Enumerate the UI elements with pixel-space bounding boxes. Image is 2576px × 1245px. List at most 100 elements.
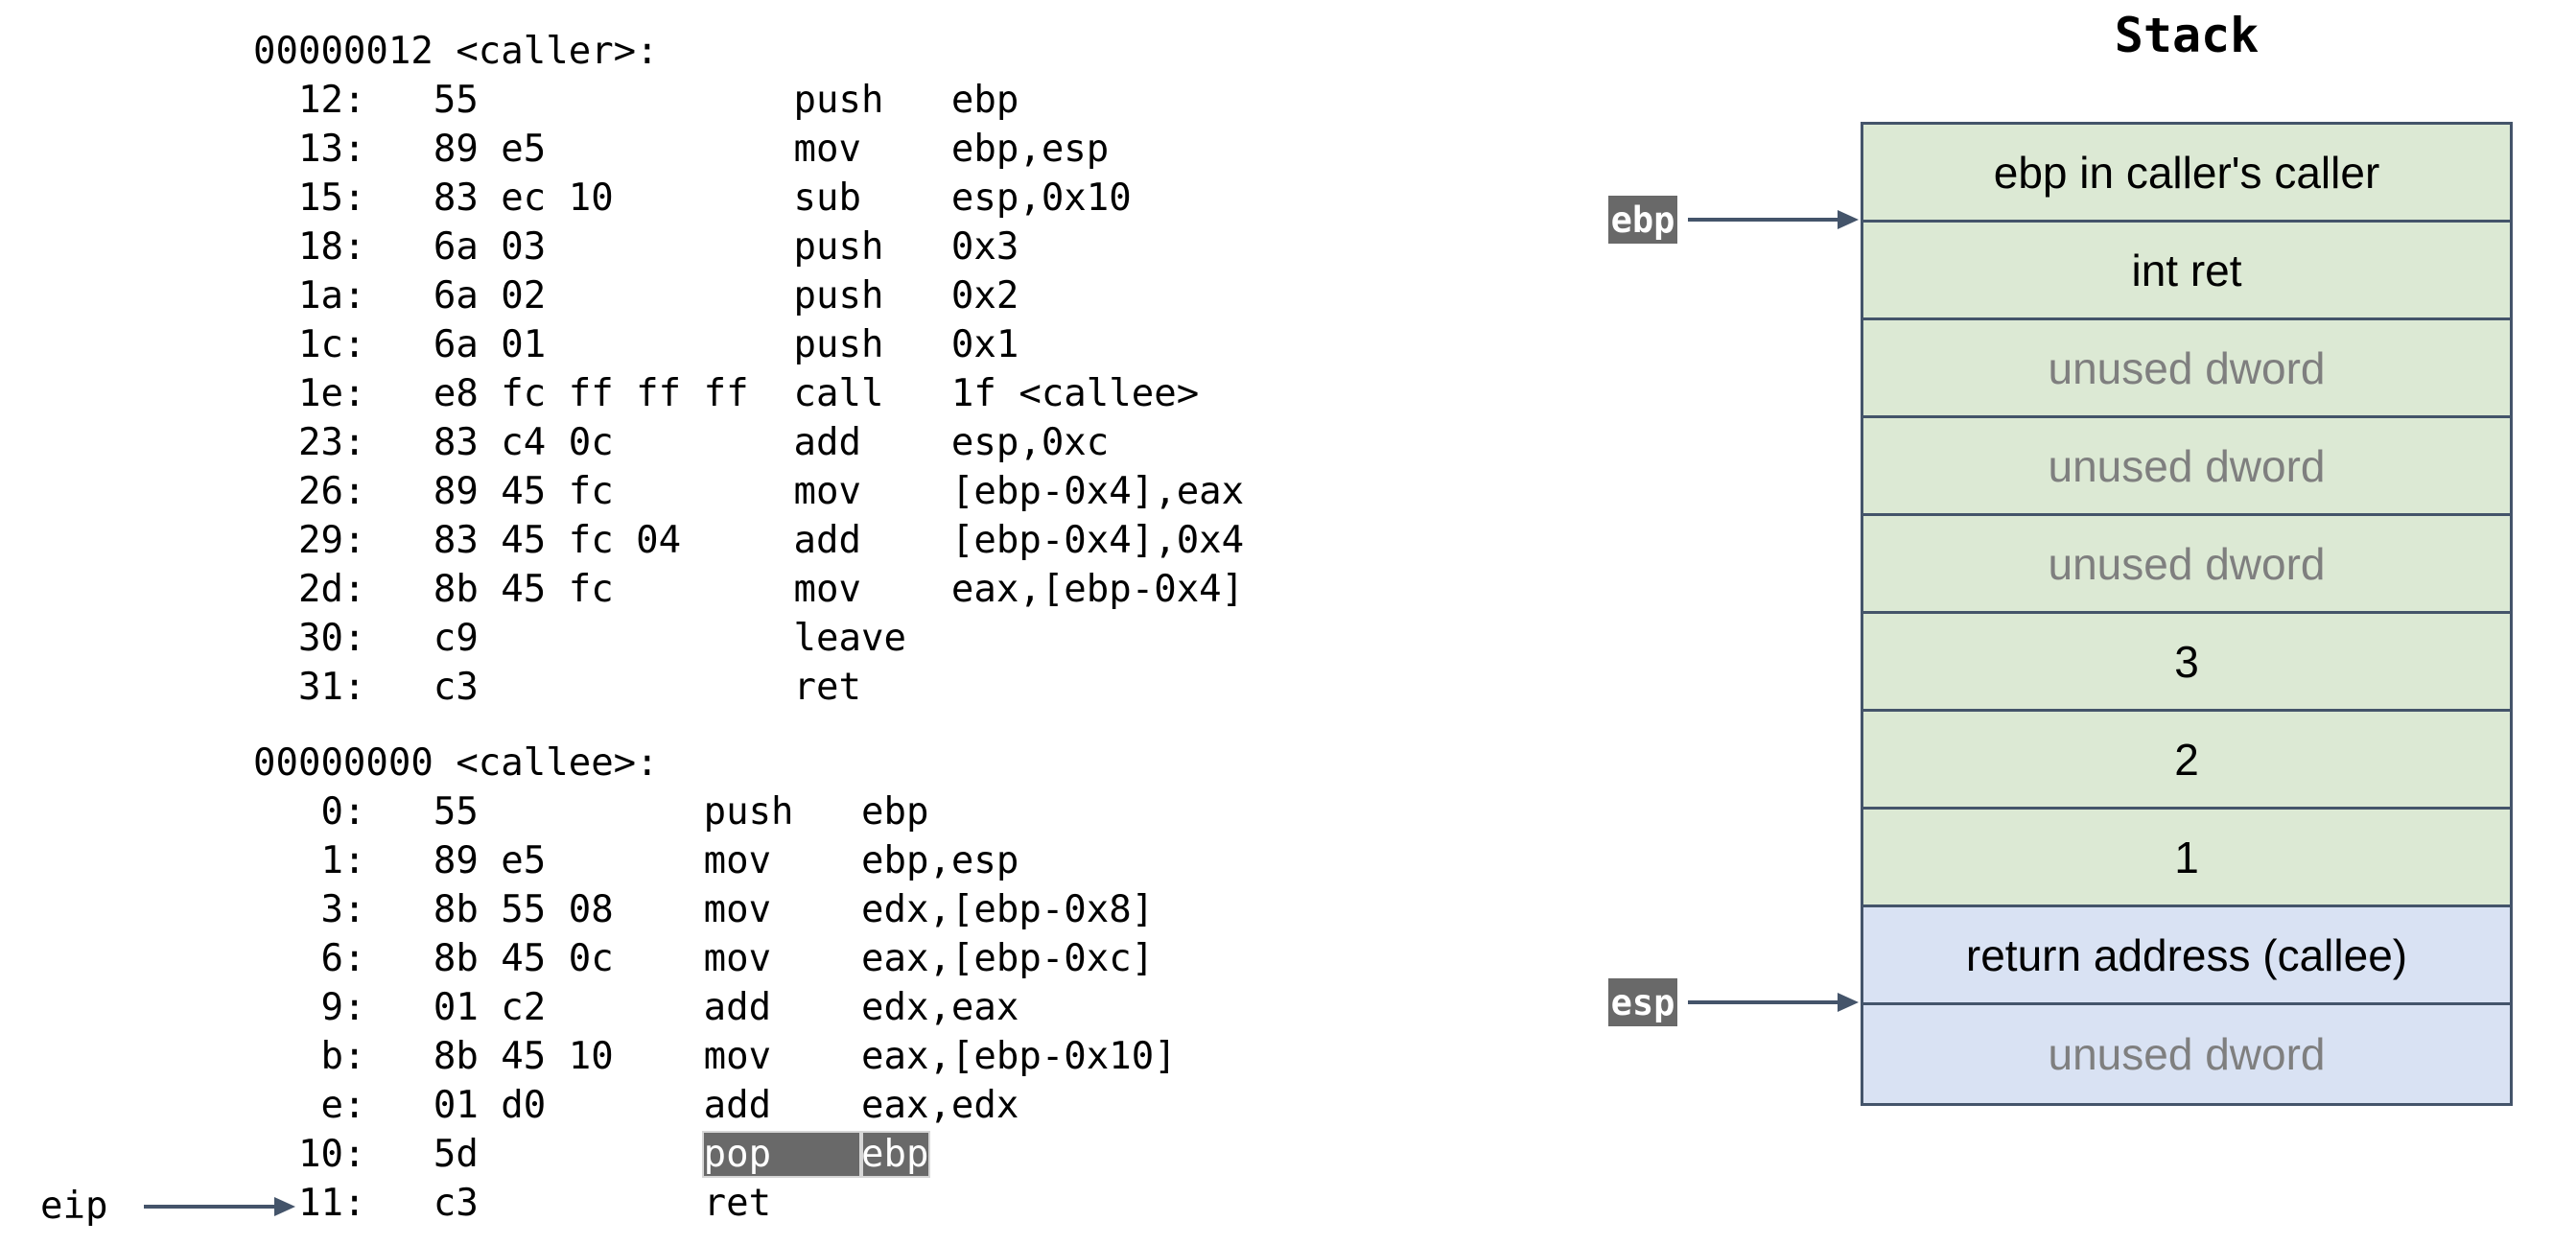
asm-mnemonic: push	[793, 225, 951, 269]
asm-instruction: 11: c3 ret	[253, 1179, 1177, 1228]
asm-mnemonic: leave	[793, 617, 906, 660]
function-header: 00000012 <caller>:	[253, 30, 659, 73]
stack-cell: unused dword	[1863, 418, 2510, 516]
asm-instruction: 1: 89 e5 mov ebp,esp	[253, 836, 1177, 885]
asm-instruction: 1e: e8 fc ff ff ff call 1f <callee>	[253, 369, 1244, 418]
asm-address-and-bytes: 6: 8b 45 0c	[253, 937, 704, 980]
function-header: 00000000 <callee>:	[253, 741, 659, 785]
asm-mnemonic: add	[703, 986, 861, 1029]
asm-instruction: 0: 55 push ebp	[253, 787, 1177, 836]
asm-mnemonic: mov	[703, 937, 861, 980]
asm-instruction: 12: 55 push ebp	[253, 76, 1244, 125]
esp-register-label: esp	[1608, 978, 1677, 1026]
asm-operands: ebp	[860, 790, 929, 834]
asm-mnemonic: mov	[793, 568, 951, 611]
asm-instruction: 2d: 8b 45 fc mov eax,[ebp-0x4]	[253, 565, 1244, 614]
asm-operands: esp,0xc	[950, 421, 1110, 464]
asm-instruction: e: 01 d0 add eax,edx	[253, 1081, 1177, 1130]
asm-mnemonic: pop	[701, 1131, 863, 1178]
asm-instruction: 10: 5d pop ebp	[253, 1130, 1177, 1179]
asm-operands: 0x3	[950, 225, 1019, 269]
ebp-arrow-icon	[1688, 210, 1859, 229]
asm-mnemonic: mov	[703, 1035, 861, 1078]
stack-cell: return address (callee)	[1863, 907, 2510, 1005]
asm-address-and-bytes: 0: 55	[253, 790, 704, 834]
asm-address-and-bytes: 29: 83 45 fc 04	[253, 519, 794, 562]
asm-instruction: b: 8b 45 10 mov eax,[ebp-0x10]	[253, 1032, 1177, 1081]
asm-mnemonic: add	[793, 519, 951, 562]
asm-address-and-bytes: 23: 83 c4 0c	[253, 421, 794, 464]
asm-operands: edx,[ebp-0x8]	[860, 888, 1155, 931]
asm-instruction: 31: c3 ret	[253, 663, 1244, 712]
caller-disassembly: 00000012 <caller>: 12: 55 push ebp 13: 8…	[253, 27, 1244, 712]
stack-title: Stack	[2114, 8, 2260, 63]
asm-instruction: 15: 83 ec 10 sub esp,0x10	[253, 174, 1244, 223]
asm-mnemonic: push	[793, 323, 951, 366]
asm-mnemonic: add	[703, 1084, 861, 1127]
stack-cell: int ret	[1863, 223, 2510, 320]
asm-operands: eax,[ebp-0x4]	[950, 568, 1245, 611]
asm-mnemonic: mov	[703, 888, 861, 931]
asm-operands: 1f <callee>	[950, 372, 1200, 415]
eip-arrow-icon	[144, 1197, 295, 1216]
asm-mnemonic: mov	[793, 470, 951, 513]
asm-mnemonic: push	[793, 274, 951, 317]
asm-address-and-bytes: 1c: 6a 01	[253, 323, 794, 366]
stack-cell: 1	[1863, 810, 2510, 907]
stack-cell: 3	[1863, 614, 2510, 712]
stack-cell: 2	[1863, 712, 2510, 810]
stack-cell: unused dword	[1863, 320, 2510, 418]
callee-disassembly: 00000000 <callee>: 0: 55 push ebp 1: 89 …	[253, 739, 1177, 1228]
asm-operands: ebp,esp	[860, 839, 1019, 882]
asm-address-and-bytes: 1: 89 e5	[253, 839, 704, 882]
asm-mnemonic: call	[793, 372, 951, 415]
ebp-register-label: ebp	[1608, 196, 1677, 244]
asm-instruction: 23: 83 c4 0c add esp,0xc	[253, 418, 1244, 467]
asm-mnemonic: ret	[703, 1182, 772, 1225]
eip-register-label: eip	[40, 1185, 108, 1228]
asm-operands: [ebp-0x4],eax	[950, 470, 1245, 513]
asm-address-and-bytes: 18: 6a 03	[253, 225, 794, 269]
asm-instruction: 9: 01 c2 add edx,eax	[253, 983, 1177, 1032]
asm-address-and-bytes: 10: 5d	[253, 1133, 704, 1176]
asm-address-and-bytes: 2d: 8b 45 fc	[253, 568, 794, 611]
asm-instruction: 30: c9 leave	[253, 614, 1244, 663]
asm-mnemonic: add	[793, 421, 951, 464]
asm-mnemonic: sub	[793, 176, 951, 220]
asm-address-and-bytes: 1e: e8 fc ff ff ff	[253, 372, 794, 415]
asm-address-and-bytes: 30: c9	[253, 617, 794, 660]
asm-instruction: 1a: 6a 02 push 0x2	[253, 271, 1244, 320]
asm-operands: 0x1	[950, 323, 1019, 366]
asm-address-and-bytes: 26: 89 45 fc	[253, 470, 794, 513]
stack-diagram: ebp in caller's caller int ret unused dwor…	[1861, 122, 2513, 1106]
asm-address-and-bytes: 15: 83 ec 10	[253, 176, 794, 220]
asm-mnemonic: push	[793, 79, 951, 122]
stack-cell: unused dword	[1863, 516, 2510, 614]
asm-operands: [ebp-0x4],0x4	[950, 519, 1245, 562]
asm-mnemonic: mov	[793, 128, 951, 171]
asm-operands: esp,0x10	[950, 176, 1132, 220]
asm-operands: ebp	[858, 1131, 931, 1178]
asm-instruction: 3: 8b 55 08 mov edx,[ebp-0x8]	[253, 885, 1177, 934]
asm-instruction: 18: 6a 03 push 0x3	[253, 223, 1244, 271]
asm-address-and-bytes: 3: 8b 55 08	[253, 888, 704, 931]
asm-operands: ebp	[950, 79, 1019, 122]
asm-address-and-bytes: 11: c3	[253, 1182, 704, 1225]
asm-instruction: 13: 89 e5 mov ebp,esp	[253, 125, 1244, 174]
asm-address-and-bytes: 12: 55	[253, 79, 794, 122]
asm-mnemonic: push	[703, 790, 861, 834]
esp-arrow-icon	[1688, 993, 1859, 1012]
asm-mnemonic: mov	[703, 839, 861, 882]
asm-mnemonic: ret	[793, 666, 861, 709]
asm-operands: edx,eax	[860, 986, 1019, 1029]
asm-instruction: 29: 83 45 fc 04 add [ebp-0x4],0x4	[253, 516, 1244, 565]
asm-operands: eax,[ebp-0x10]	[860, 1035, 1177, 1078]
asm-instruction: 26: 89 45 fc mov [ebp-0x4],eax	[253, 467, 1244, 516]
asm-instruction: 1c: 6a 01 push 0x1	[253, 320, 1244, 369]
stack-cell: unused dword	[1863, 1005, 2510, 1103]
asm-operands: eax,edx	[860, 1084, 1019, 1127]
asm-address-and-bytes: 9: 01 c2	[253, 986, 704, 1029]
asm-instruction: 6: 8b 45 0c mov eax,[ebp-0xc]	[253, 934, 1177, 983]
stack-cell: ebp in caller's caller	[1863, 125, 2510, 223]
